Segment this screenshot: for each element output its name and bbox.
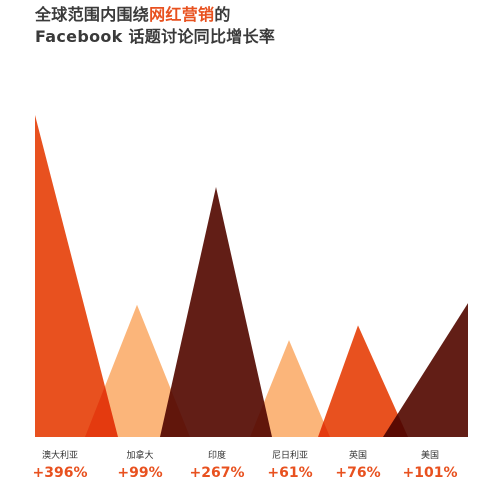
title-suffix: 的 <box>214 5 231 24</box>
value-label-uk: +76% <box>335 465 380 481</box>
value-label-india: +267% <box>190 465 245 481</box>
category-label-usa: 美国 <box>421 449 439 461</box>
category-label-australia: 澳大利亚 <box>42 449 78 461</box>
title-line-2: Facebook 话题讨论同比增长率 <box>35 27 276 46</box>
peaks-group <box>35 115 468 437</box>
title-highlight: 网红营销 <box>149 5 215 24</box>
peak-india <box>160 187 272 437</box>
category-label-nigeria: 尼日利亚 <box>272 449 308 461</box>
labels-group: 澳大利亚 +396% 加拿大 +99% 印度 +267% 尼日利亚 +61% 英国 +76% 美国 +… <box>33 449 458 481</box>
title-line-1: 全球范围内围绕网红营销的 <box>35 4 475 26</box>
peak-canada <box>85 304 190 437</box>
chart-title: 全球范围内围绕网红营销的 Facebook 话题讨论同比增长率 <box>35 4 475 48</box>
peak-usa <box>383 303 468 437</box>
peak-uk <box>318 325 408 437</box>
value-label-canada: +99% <box>117 465 162 481</box>
peak-australia <box>35 115 118 437</box>
value-label-nigeria: +61% <box>267 465 312 481</box>
peak-nigeria <box>250 340 330 437</box>
category-label-uk: 英国 <box>349 449 367 461</box>
category-label-canada: 加拿大 <box>126 449 153 461</box>
value-label-australia: +396% <box>33 465 88 481</box>
value-label-usa: +101% <box>403 465 458 481</box>
category-label-india: 印度 <box>208 449 226 461</box>
title-prefix: 全球范围内围绕 <box>35 5 150 24</box>
